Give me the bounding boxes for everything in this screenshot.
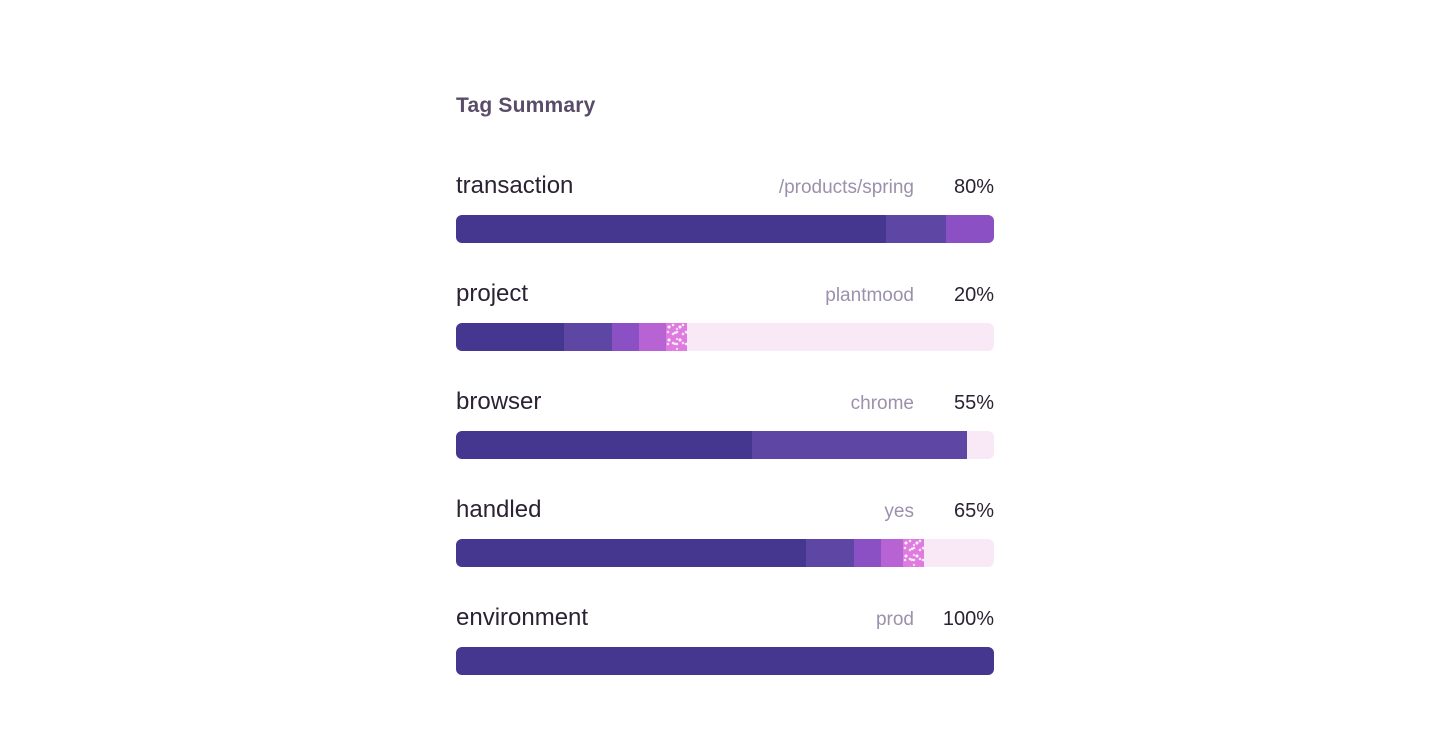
tag-percent: 20% — [953, 284, 994, 306]
tag-name: browser — [456, 388, 542, 415]
tag-distribution-bar[interactable] — [456, 431, 994, 459]
tag-row: project plantmood 20% — [456, 279, 994, 351]
bar-segment-other[interactable] — [665, 323, 688, 351]
bar-segment[interactable] — [638, 323, 666, 351]
tag-top-value: prod — [875, 609, 914, 630]
tag-distribution-bar[interactable] — [456, 215, 994, 243]
tag-row-header: browser chrome 55% — [456, 387, 994, 419]
tag-top-value: yes — [884, 501, 914, 522]
tag-top-value: /products/spring — [778, 177, 914, 198]
bar-segment[interactable] — [563, 323, 612, 351]
bar-segment-other[interactable] — [902, 539, 925, 567]
tag-name: transaction — [456, 172, 574, 199]
bar-segment[interactable] — [751, 431, 968, 459]
tag-row: browser chrome 55% — [456, 387, 994, 459]
bar-segment[interactable] — [456, 539, 806, 567]
tag-distribution-bar[interactable] — [456, 323, 994, 351]
bar-segment[interactable] — [886, 215, 946, 243]
tag-row-header: project plantmood 20% — [456, 279, 994, 311]
tag-percent: 100% — [942, 608, 994, 630]
bar-segment[interactable] — [456, 323, 564, 351]
bar-segment[interactable] — [805, 539, 855, 567]
bar-segment[interactable] — [456, 647, 994, 675]
tag-percent: 80% — [953, 176, 994, 198]
tag-percent: 55% — [953, 392, 994, 414]
tag-name: handled — [456, 496, 542, 523]
bar-segment[interactable] — [854, 539, 881, 567]
widget-title: Tag Summary — [456, 94, 596, 117]
tag-row-header: handled yes 65% — [456, 495, 994, 527]
tag-row: environment prod 100% — [456, 603, 994, 675]
tag-percent: 65% — [953, 500, 994, 522]
tag-row-header: environment prod 100% — [456, 603, 994, 635]
tag-distribution-bar[interactable] — [456, 539, 994, 567]
tag-row-header: transaction /products/spring 80% — [456, 171, 994, 203]
tag-summary-widget: Tag Summary transaction /products/spring… — [456, 0, 994, 675]
tag-top-value: plantmood — [825, 285, 914, 306]
tag-rows: transaction /products/spring 80% project… — [456, 171, 994, 675]
bar-segment[interactable] — [456, 431, 752, 459]
tag-name: project — [456, 280, 529, 307]
bar-segment[interactable] — [945, 215, 994, 243]
bar-segment[interactable] — [456, 215, 887, 243]
tag-row: handled yes 65% — [456, 495, 994, 567]
tag-distribution-bar[interactable] — [456, 647, 994, 675]
tag-name: environment — [456, 604, 589, 631]
bar-segment[interactable] — [880, 539, 903, 567]
tag-row: transaction /products/spring 80% — [456, 171, 994, 243]
bar-segment[interactable] — [612, 323, 639, 351]
tag-top-value: chrome — [850, 393, 914, 414]
